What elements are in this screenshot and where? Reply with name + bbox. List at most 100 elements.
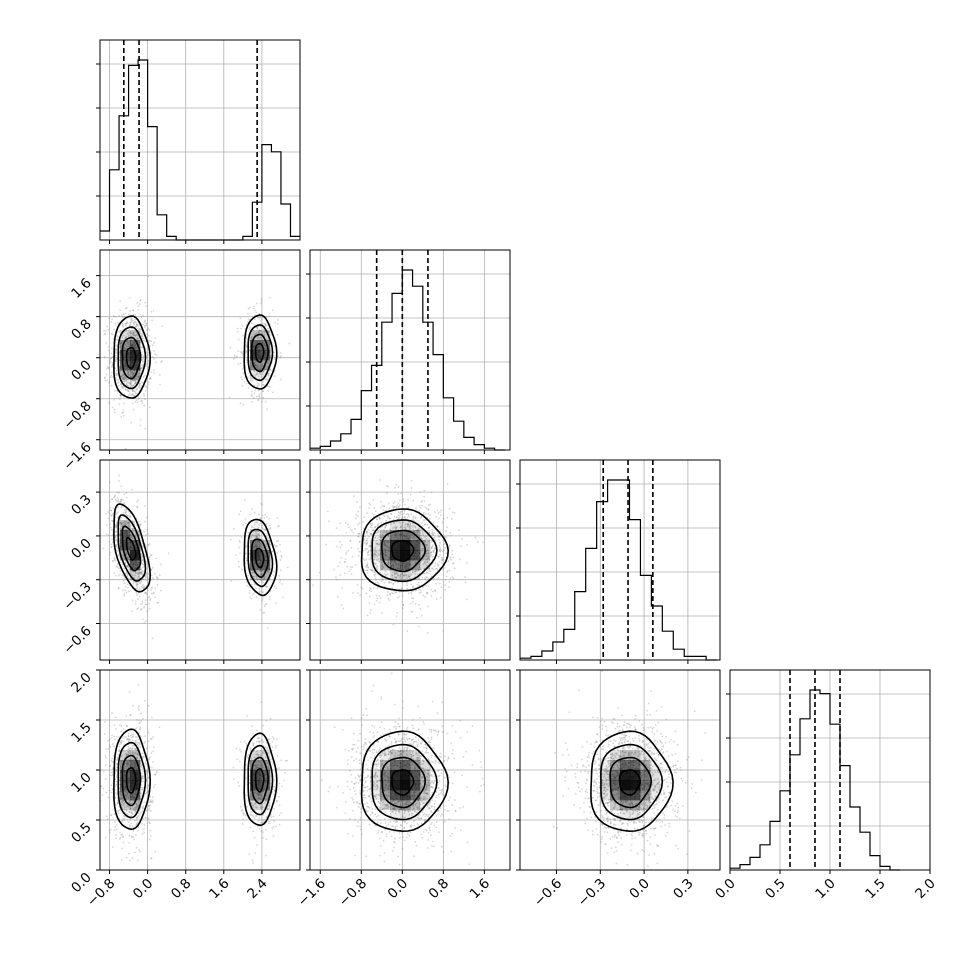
scatter-point [134, 325, 137, 328]
scatter-point [266, 379, 269, 381]
scatter-point [148, 838, 151, 841]
scatter-point [378, 548, 381, 551]
scatter-point [250, 390, 253, 393]
scatter-point [265, 368, 267, 371]
scatter-point [147, 784, 150, 786]
scatter-point [379, 538, 382, 541]
scatter-point [125, 762, 128, 765]
scatter-point [132, 379, 135, 382]
scatter-point [253, 526, 256, 529]
scatter-point [119, 521, 122, 524]
scatter-point [258, 336, 260, 339]
scatter-point [124, 562, 127, 565]
scatter-point [334, 576, 337, 579]
scatter-point [108, 367, 110, 370]
scatter-point [416, 583, 419, 586]
scatter-point [254, 534, 257, 537]
scatter-point [366, 562, 369, 565]
scatter-point [449, 556, 452, 558]
density-cell [250, 330, 261, 341]
scatter-point [143, 592, 146, 594]
scatter-point [115, 525, 117, 528]
scatter-point [116, 565, 119, 568]
scatter-point [120, 395, 122, 398]
scatter-point [141, 364, 143, 367]
scatter-point [255, 364, 257, 367]
scatter-point [140, 608, 143, 610]
scatter-point [108, 401, 111, 404]
scatter-point [115, 378, 118, 381]
scatter-point [368, 507, 370, 510]
scatter-point [358, 550, 360, 553]
scatter-point [449, 558, 452, 561]
scatter-point [258, 587, 261, 590]
scatter-point [257, 399, 260, 402]
scatter-point [120, 498, 122, 501]
scatter-point [389, 538, 392, 541]
scatter-point [132, 747, 134, 749]
scatter-point [442, 539, 445, 542]
scatter-point [133, 383, 136, 386]
scatter-point [270, 334, 273, 336]
scatter-point [107, 349, 110, 352]
scatter-point [446, 483, 449, 485]
scatter-point [111, 846, 114, 849]
scatter-point [104, 379, 107, 382]
scatter-point [375, 566, 378, 569]
scatter-point [386, 544, 388, 547]
scatter-point [114, 535, 117, 538]
scatter-point [436, 526, 439, 529]
scatter-point [122, 313, 125, 315]
scatter-point [440, 549, 443, 552]
scatter-point [143, 326, 146, 329]
scatter-point [110, 357, 113, 360]
scatter-point [387, 561, 390, 564]
scatter-point [261, 515, 264, 517]
scatter-point [433, 511, 436, 513]
scatter-point [142, 314, 144, 317]
scatter-point [414, 569, 417, 571]
scatter-point [130, 384, 133, 387]
scatter-point [128, 526, 131, 529]
scatter-point [347, 526, 350, 529]
scatter-point [133, 322, 136, 325]
scatter-point [340, 556, 343, 559]
scatter-point [370, 527, 373, 529]
scatter-point [256, 384, 259, 387]
scatter-point [241, 384, 244, 387]
scatter-point [106, 818, 109, 821]
scatter-point [438, 535, 441, 538]
scatter-point [123, 558, 126, 561]
scatter-point [112, 375, 114, 378]
scatter-point [367, 566, 369, 569]
scatter-point [376, 524, 379, 527]
scatter-point [258, 591, 261, 594]
scatter-point [253, 369, 256, 371]
scatter-point [326, 510, 329, 513]
scatter-point [374, 553, 377, 556]
scatter-point [110, 528, 113, 531]
scatter-point [259, 329, 261, 332]
scatter-point [381, 576, 384, 579]
scatter-point [250, 366, 253, 368]
scatter-point [122, 324, 125, 327]
scatter-point [113, 496, 115, 499]
scatter-point [444, 578, 447, 581]
scatter-point [123, 520, 126, 523]
scatter-point [263, 528, 265, 531]
scatter-point [136, 593, 138, 596]
scatter-point [117, 574, 120, 577]
scatter-point [125, 379, 128, 382]
scatter-point [132, 334, 135, 336]
scatter-point [344, 560, 347, 563]
scatter-point [151, 356, 154, 358]
scatter-point [252, 571, 255, 573]
scatter-point [247, 574, 250, 577]
scatter-point [420, 559, 423, 562]
scatter-point [424, 540, 427, 543]
scatter-point [417, 585, 420, 588]
scatter-point [389, 538, 392, 540]
scatter-point [124, 794, 127, 797]
scatter-point [393, 576, 396, 579]
scatter-point [138, 520, 140, 523]
